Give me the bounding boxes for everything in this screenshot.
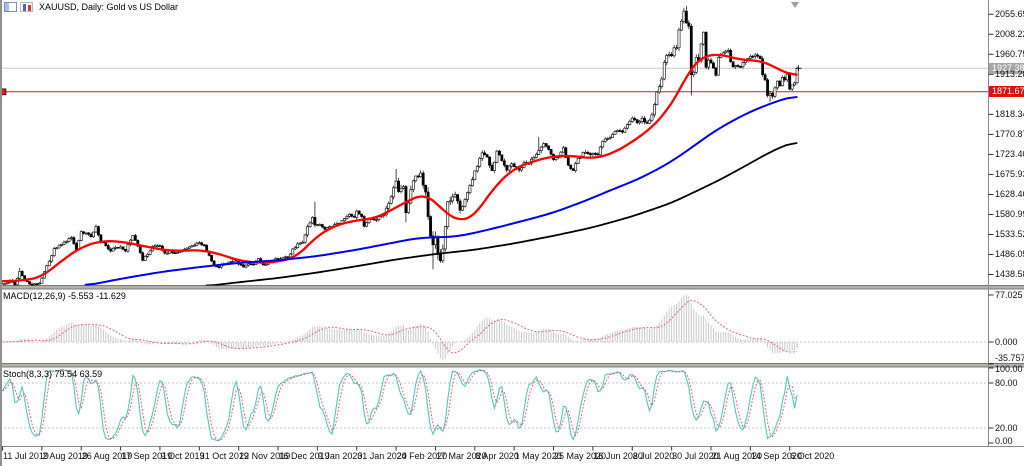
price-tick-label: 1486.05 — [995, 249, 1024, 260]
ma-slow-line — [205, 142, 798, 286]
date-tick-label: 6 Oct 2020 — [790, 451, 835, 461]
date-tick-label: 1 May 2020 — [514, 451, 562, 461]
chart-title: XAUUSD, Daily: Gold vs US Dollar — [39, 2, 179, 12]
price-tick-label: 1913.28 — [995, 69, 1024, 80]
current-bar-marker — [795, 65, 802, 72]
main-chart-plot[interactable] — [0, 0, 988, 285]
stoch-tick-label: 0.00 — [995, 436, 1013, 446]
macd-tick-label: 0.000 — [995, 337, 1018, 347]
price-tick-label: 2055.69 — [995, 9, 1024, 20]
stoch-tick-label: 20.00 — [995, 423, 1018, 433]
date-tick-label: 8 Jul 2020 — [632, 451, 675, 461]
bid-line-left-marker — [0, 88, 7, 96]
window-icon — [4, 2, 17, 12]
date-tick-label: 31 Jan 2020 — [357, 451, 407, 461]
stoch-values: 79.54 63.59 — [54, 369, 103, 379]
date-tick-label: 31 Oct 2019 — [199, 451, 249, 461]
price-tick-label: 2008.22 — [995, 29, 1024, 40]
macd-histogram — [4, 294, 798, 361]
price-tick-label: 1628.46 — [995, 189, 1024, 200]
window-left-border — [0, 0, 2, 466]
date-tick-label: 22 Nov 2019 — [239, 451, 291, 461]
price-tick-label: 1818.34 — [995, 109, 1024, 120]
price-tick-label: 1770.87 — [995, 129, 1024, 140]
macd-tick-label: 77.025 — [995, 289, 1023, 300]
price-tick-label: 1438.58 — [995, 269, 1024, 280]
date-tick-label: 25 May 2020 — [554, 451, 607, 461]
price-tick-label: 1960.75 — [995, 49, 1024, 60]
date-tick-label: 16 Dec 2019 — [278, 451, 330, 461]
date-tick-label: 24 Feb 2020 — [396, 451, 448, 461]
macd-tick-label: -35.757 — [995, 353, 1024, 363]
panel-separator[interactable] — [0, 363, 1024, 368]
date-tick-label: 17 Mar 2020 — [435, 451, 487, 461]
candlestick-chart-icon — [20, 2, 33, 12]
macd-name: MACD(12,26,9) — [3, 291, 66, 301]
price-tick-label: 1675.93 — [995, 169, 1024, 180]
last-price-tag: 1927.38 — [989, 62, 1024, 74]
macd-values: -5.553 -11.629 — [68, 291, 126, 301]
date-tick-label: 2 Aug 2019 — [42, 451, 88, 461]
stoch-tick-label: 100.00 — [995, 364, 1023, 374]
date-tick-label: 26 Aug 2019 — [81, 451, 133, 461]
stoch-tick-label: 80.00 — [995, 378, 1018, 388]
macd-indicator-label: MACD(12,26,9) -5.553 -11.629 — [3, 291, 126, 301]
date-tick-label: 9 Oct 2019 — [160, 451, 205, 461]
price-tick-label: 1723.40 — [995, 149, 1024, 160]
price-tick-label: 1533.52 — [995, 229, 1024, 240]
stoch-indicator-label: Stoch(8,3,3) 79.54 63.59 — [3, 369, 102, 379]
date-tick-label: 14 Sep 2020 — [750, 451, 802, 461]
macd-plot[interactable] — [0, 290, 988, 363]
stoch-plot[interactable] — [0, 368, 988, 446]
ma-fast-line — [0, 53, 798, 283]
date-tick-label: 9 Jan 2020 — [317, 451, 363, 461]
price-tick-label: 1580.99 — [995, 209, 1024, 220]
date-tick-label: 16 Jun 2020 — [593, 451, 643, 461]
date-tick-label: 8 Apr 2020 — [475, 451, 519, 461]
date-tick-label: 30 Jul 2020 — [672, 451, 719, 461]
ma-medium-line — [84, 96, 798, 286]
panel-separator[interactable] — [0, 285, 1024, 290]
candlestick-series — [1, 6, 799, 286]
date-tick-label: 11 Jul 2019 — [3, 451, 49, 461]
date-tick-label: 17 Sep 2019 — [121, 451, 173, 461]
stoch-name: Stoch(8,3,3) — [3, 369, 53, 379]
stoch-signal-line — [2, 369, 798, 441]
chart-title-bar: XAUUSD, Daily: Gold vs US Dollar — [4, 2, 178, 12]
bid-line-price-tag: 1871.67 — [989, 86, 1024, 98]
macd-signal-line — [2, 300, 798, 354]
date-tick-label: 21 Aug 2020 — [711, 451, 763, 461]
chart-shift-marker[interactable] — [791, 2, 799, 8]
